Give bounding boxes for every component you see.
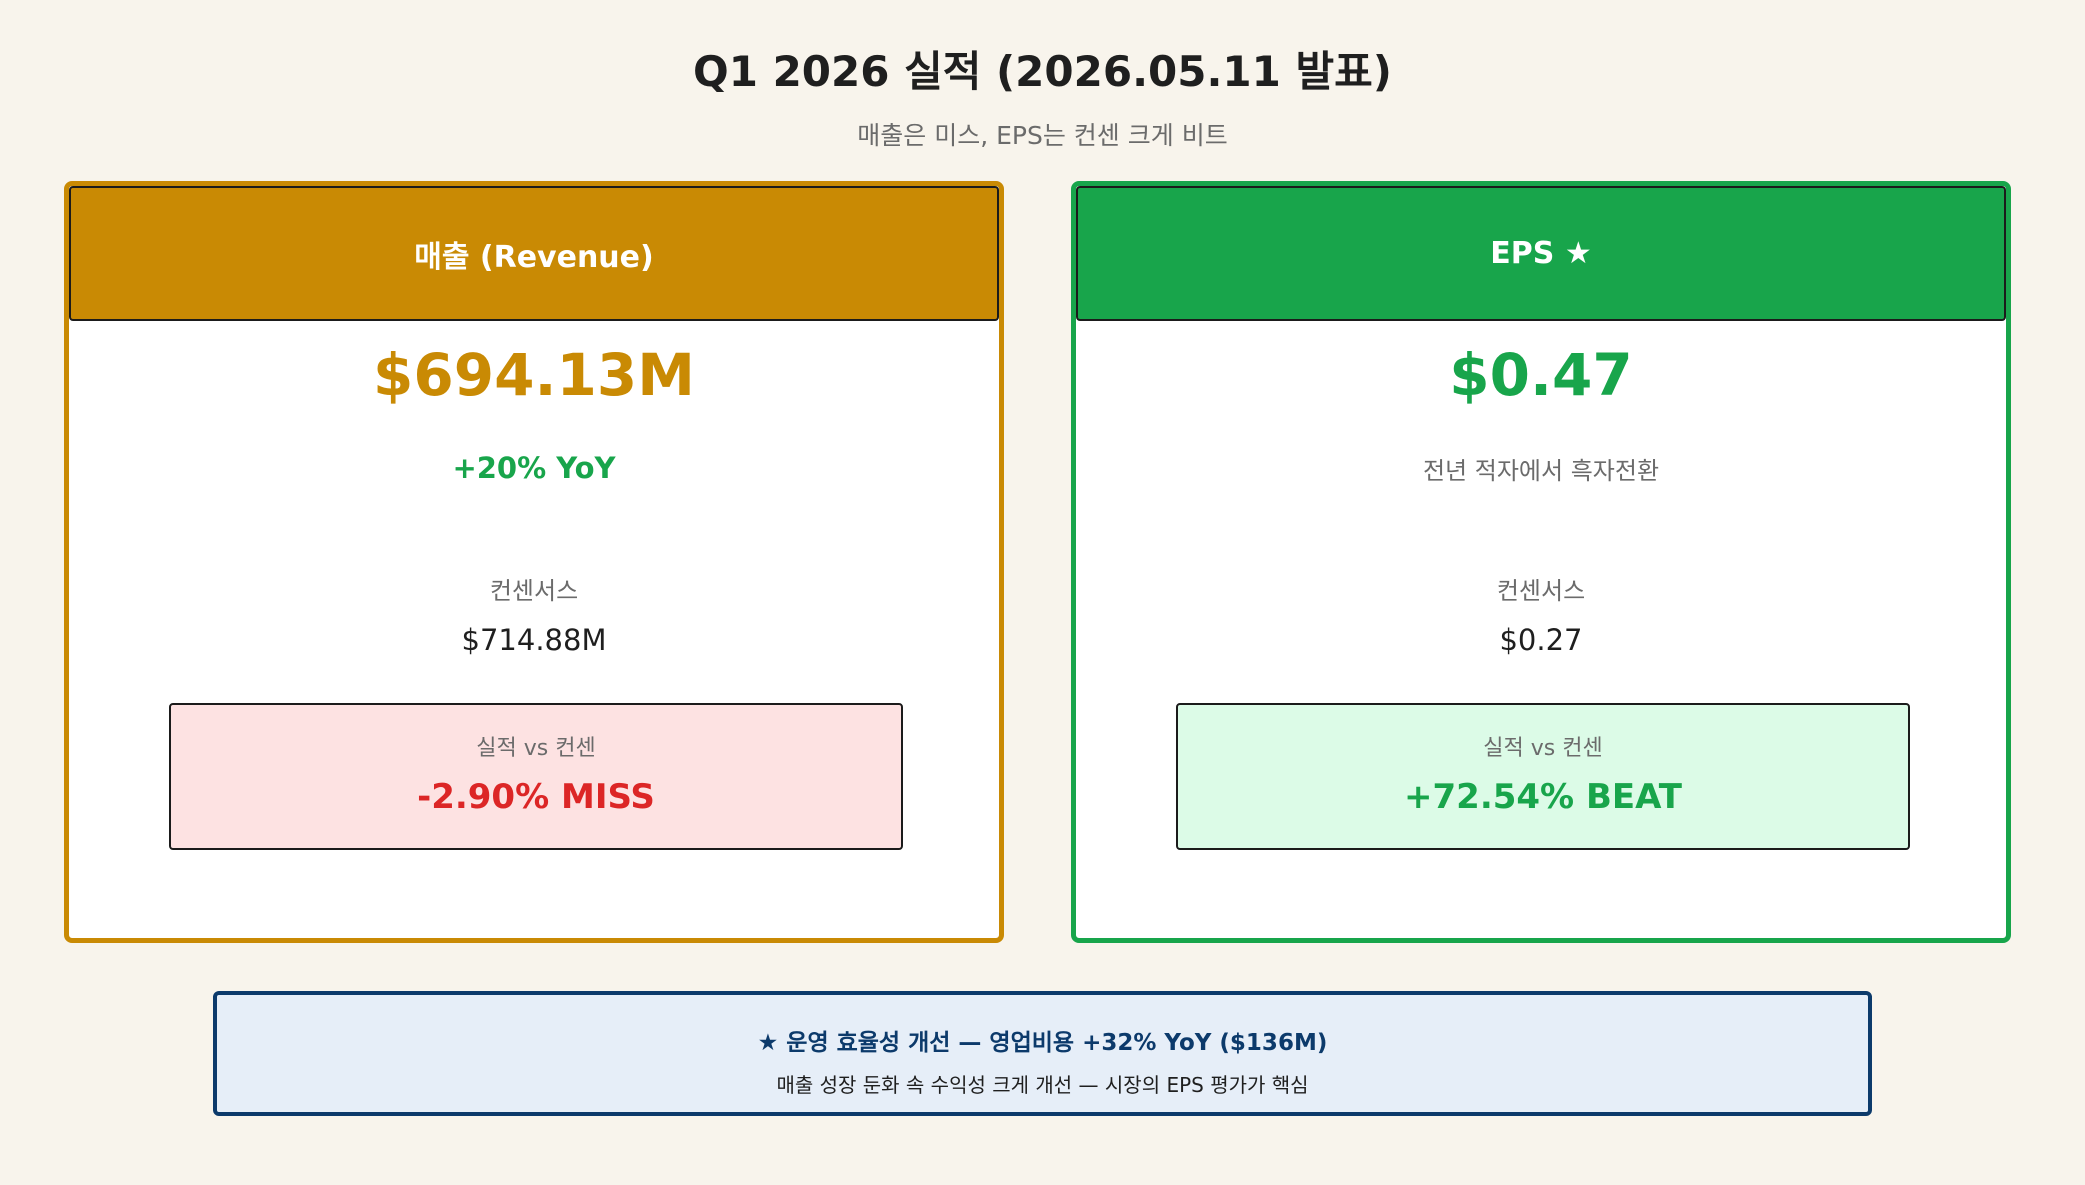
efficiency-callout-text: 매출 성장 둔화 속 수익성 크게 개선 — 시장의 EPS 평가가 핵심: [776, 1073, 1309, 1097]
eps-card-header: EPS ★: [1076, 186, 2006, 321]
revenue-compare-box: 실적 vs 컨센 -2.90% MISS: [169, 703, 903, 850]
eps-note: 전년 적자에서 흑자전환: [1076, 451, 2006, 486]
eps-compare-label: 실적 vs 컨센: [1483, 736, 1603, 761]
revenue-compare-value: -2.90% MISS: [417, 777, 655, 817]
efficiency-callout-title: ★ 운영 효율성 개선 — 영업비용 +32% YoY ($136M): [757, 1030, 1328, 1056]
eps-note-text: 전년 적자에서 흑자전환: [1422, 457, 1660, 485]
revenue-compare-label: 실적 vs 컨센: [476, 736, 596, 761]
revenue-consensus-label: 컨센서스: [489, 577, 579, 605]
revenue-yoy-text: +20% YoY: [452, 451, 616, 485]
eps-compare-value: +72.54% BEAT: [1404, 777, 1682, 817]
eps-compare-box: 실적 vs 컨센 +72.54% BEAT: [1176, 703, 1910, 850]
revenue-value: $694.13M: [373, 341, 695, 409]
revenue-consensus-value: $714.88M: [461, 623, 607, 657]
revenue-yoy-note: +20% YoY: [69, 451, 999, 485]
efficiency-callout: ★ 운영 효율성 개선 — 영업비용 +32% YoY ($136M) 매출 성…: [213, 991, 1872, 1116]
eps-consensus-value: $0.27: [1499, 623, 1583, 657]
eps-card: EPS ★ $0.47 전년 적자에서 흑자전환 컨센서스 $0.27 실적 v…: [1071, 181, 2011, 943]
revenue-card-header: 매출 (Revenue): [69, 186, 999, 321]
page-subtitle: 매출은 미스, EPS는 컨센 크게 비트: [857, 121, 1228, 150]
eps-consensus-label: 컨센서스: [1496, 577, 1586, 605]
revenue-card: 매출 (Revenue) $694.13M +20% YoY 컨센서스 $714…: [64, 181, 1004, 943]
page-title: Q1 2026 실적 (2026.05.11 발표): [693, 47, 1392, 96]
eps-value: $0.47: [1449, 341, 1633, 409]
